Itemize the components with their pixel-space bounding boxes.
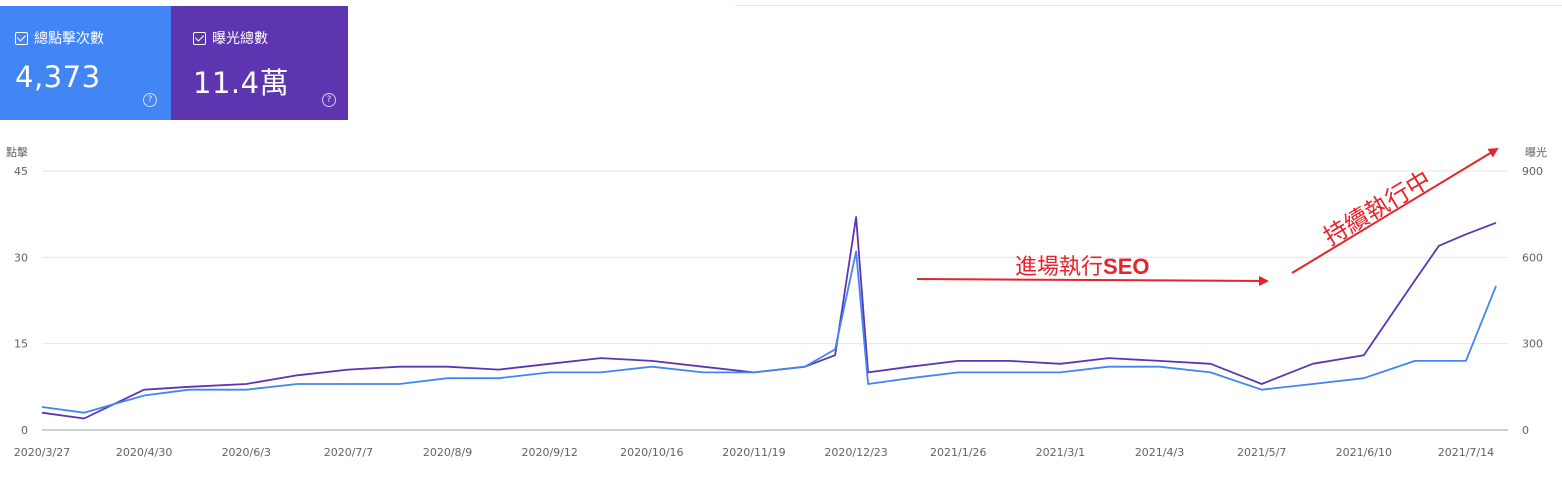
y-right-tick-label: 900 — [1522, 165, 1543, 178]
y-right-axis-title: 曝光 — [1525, 145, 1547, 159]
y-left-ticks: 45 30 15 0 — [14, 165, 28, 437]
annotation-arrow-ongoing — [1291, 147, 1499, 274]
help-icon[interactable]: ? — [322, 93, 336, 107]
clicks-series-line — [41, 250, 1497, 414]
y-left-tick-label: 45 — [14, 165, 28, 178]
x-tick-label: 2020/3/27 — [14, 446, 70, 459]
impressions-metric-label: 曝光總數 — [212, 31, 268, 47]
x-tick-label: 2020/10/16 — [620, 446, 683, 459]
clicks-metric-card[interactable]: 總點擊次數 4,373 ? — [0, 6, 171, 120]
x-tick-label: 2020/12/23 — [824, 446, 887, 459]
impressions-metric-value: 11.4萬 — [193, 66, 290, 100]
gridlines — [42, 170, 1508, 431]
y-left-tick-label: 30 — [14, 251, 28, 264]
impressions-metric-header: 曝光總數 — [193, 28, 348, 48]
y-right-tick-label: 600 — [1522, 251, 1543, 264]
annotation-seo-label: 進場執行SEO — [1015, 254, 1149, 280]
y-left-axis-title: 點擊 — [6, 145, 28, 159]
annotation-ongoing-label: 持續執行中 — [1319, 165, 1436, 251]
x-tick-label: 2020/7/7 — [324, 446, 373, 459]
x-tick-label: 2021/6/10 — [1336, 446, 1392, 459]
clicks-metric-header: 總點擊次數 — [15, 28, 171, 48]
impressions-series-line — [41, 216, 1497, 420]
x-tick-label: 2020/11/19 — [722, 446, 785, 459]
annotation-arrow-seo — [916, 275, 1269, 286]
y-left-tick-label: 0 — [21, 424, 28, 437]
x-tick-label: 2021/5/7 — [1237, 446, 1286, 459]
x-tick-label: 2020/8/9 — [423, 446, 472, 459]
x-tick-label: 2021/3/1 — [1036, 446, 1085, 459]
x-tick-label: 2020/6/3 — [222, 446, 271, 459]
top-divider — [735, 5, 1562, 6]
x-tick-label: 2021/7/14 — [1438, 446, 1494, 459]
y-right-tick-label: 0 — [1522, 424, 1529, 437]
clicks-metric-value: 4,373 — [15, 60, 101, 94]
annotation-seo-strong: SEO — [1103, 254, 1149, 279]
y-left-tick-label: 15 — [14, 338, 28, 351]
clicks-metric-label: 總點擊次數 — [34, 31, 104, 47]
annotation-seo-text: 進場執行 — [1015, 255, 1103, 280]
help-icon[interactable]: ? — [143, 93, 157, 107]
impressions-checkbox-icon[interactable] — [193, 31, 206, 45]
y-right-tick-label: 300 — [1522, 338, 1543, 351]
clicks-checkbox-icon[interactable] — [15, 31, 28, 45]
x-tick-label: 2021/1/26 — [930, 446, 986, 459]
x-axis-ticks: 2020/3/27 2020/4/30 2020/6/3 2020/7/7 2020/8… — [14, 446, 1494, 459]
y-right-ticks: 900 600 300 0 — [1522, 165, 1543, 437]
x-tick-label: 2020/4/30 — [116, 446, 172, 459]
x-tick-label: 2021/4/3 — [1135, 446, 1184, 459]
x-tick-label: 2020/9/12 — [521, 446, 577, 459]
impressions-metric-card[interactable]: 曝光總數 11.4萬 ? — [171, 6, 348, 120]
